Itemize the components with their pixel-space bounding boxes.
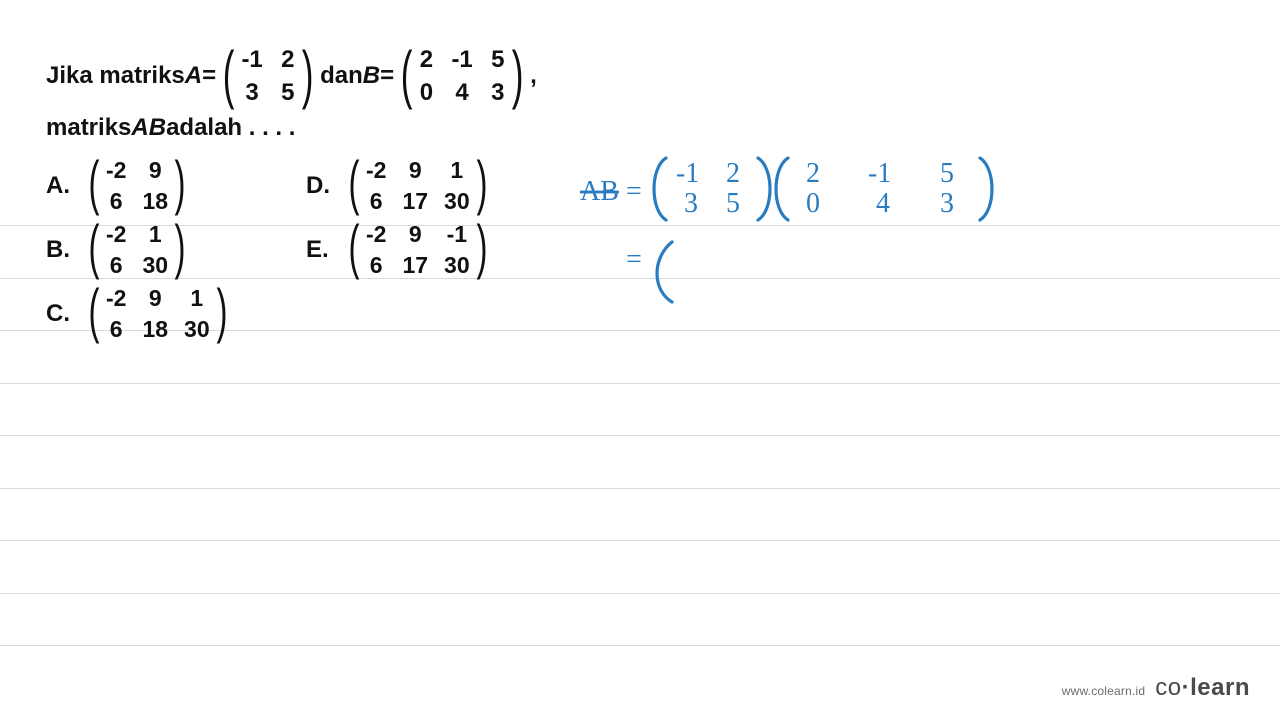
matrix-cell: 1 bbox=[190, 285, 204, 313]
handwritten-work: AB = -1 2 3 5 2 -1 5 0 4 3 = bbox=[580, 150, 1240, 330]
matrix-cell: 18 bbox=[142, 188, 168, 216]
hw-paren-right-2 bbox=[980, 158, 992, 220]
matrix-cell: 6 bbox=[109, 188, 123, 216]
hw-eq2: = bbox=[626, 244, 642, 275]
matrix-cell: 30 bbox=[142, 252, 168, 280]
svg-text:-1: -1 bbox=[868, 158, 891, 189]
hw-paren-left-2 bbox=[776, 158, 788, 220]
option-A-label: A. bbox=[46, 172, 72, 201]
matrix-B: ( 20-1453 ) bbox=[396, 46, 528, 108]
option-D: D. (-26917130) bbox=[306, 156, 586, 216]
footer-url: www.colearn.id bbox=[1062, 684, 1146, 698]
matrix-cell: 4 bbox=[455, 79, 469, 108]
svg-text:3: 3 bbox=[940, 188, 954, 219]
svg-text:4: 4 bbox=[876, 188, 890, 219]
symbol-AB: AB bbox=[131, 114, 166, 143]
svg-text:2: 2 bbox=[806, 158, 820, 189]
symbol-A: A bbox=[185, 62, 202, 91]
option-B: B. (-26130) bbox=[46, 220, 286, 280]
option-E: E. (-26917-130) bbox=[306, 220, 586, 280]
svg-text:-1: -1 bbox=[676, 158, 699, 189]
line2-suffix: adalah . . . . bbox=[166, 114, 295, 143]
matrix-cell: 17 bbox=[402, 188, 428, 216]
hw-paren-right-1 bbox=[758, 158, 770, 220]
matrix-cell: 1 bbox=[450, 157, 464, 185]
matrix-cell: 2 bbox=[419, 46, 433, 75]
footer: www.colearn.id co·learn bbox=[1062, 674, 1250, 702]
matrix-cell: 6 bbox=[369, 252, 383, 280]
matrix-cell: 6 bbox=[369, 188, 383, 216]
matrix-cell: 5 bbox=[281, 79, 295, 108]
matrix-cell: -2 bbox=[106, 285, 126, 313]
svg-text:3: 3 bbox=[684, 188, 698, 219]
trailing-comma: , bbox=[530, 62, 537, 91]
svg-text:2: 2 bbox=[726, 158, 740, 189]
matrix-cell: -2 bbox=[106, 157, 126, 185]
option-A: A. (-26918) bbox=[46, 156, 286, 216]
matrix-cell: 18 bbox=[142, 316, 168, 344]
matrix-cell: 2 bbox=[281, 46, 295, 75]
matrix-cell: 17 bbox=[402, 252, 428, 280]
brand-dot: · bbox=[1182, 674, 1191, 701]
dan-text: dan bbox=[320, 62, 363, 91]
matrix-cell: 6 bbox=[109, 316, 123, 344]
hw-paren-left-1 bbox=[654, 158, 666, 220]
hw-eq1: = bbox=[626, 176, 642, 207]
svg-text:5: 5 bbox=[940, 158, 954, 189]
matrix-cell: -2 bbox=[366, 221, 386, 249]
option-E-label: E. bbox=[306, 236, 332, 265]
question-line-1: Jika matriks A = ( -1325 ) dan B = ( 20-… bbox=[46, 46, 566, 108]
footer-brand: co·learn bbox=[1155, 674, 1250, 702]
matrix-cell: 0 bbox=[419, 79, 433, 108]
matrix-cell: -1 bbox=[451, 46, 472, 75]
matrix-cell: 1 bbox=[148, 221, 162, 249]
symbol-B: B bbox=[363, 62, 380, 91]
matrix-cell: 5 bbox=[491, 46, 505, 75]
svg-text:0: 0 bbox=[806, 188, 820, 219]
matrix-cell: 30 bbox=[444, 188, 470, 216]
question-line-2: matriks AB adalah . . . . bbox=[46, 114, 566, 143]
option-C: C. (-26918130) bbox=[46, 284, 286, 344]
matrix-cell: 6 bbox=[109, 252, 123, 280]
brand-learn: learn bbox=[1190, 674, 1250, 701]
option-C-label: C. bbox=[46, 300, 72, 329]
matrix-cell: -1 bbox=[447, 221, 467, 249]
option-D-label: D. bbox=[306, 172, 332, 201]
equals-2: = bbox=[380, 62, 394, 91]
matrix-cell: 9 bbox=[408, 221, 422, 249]
matrix-cell: 3 bbox=[491, 79, 505, 108]
matrix-cell: 3 bbox=[245, 79, 259, 108]
equals-1: = bbox=[202, 62, 216, 91]
matrix-cell: 9 bbox=[148, 285, 162, 313]
hw-open-paren-line2 bbox=[657, 242, 672, 302]
question-prefix: Jika matriks bbox=[46, 62, 185, 91]
brand-co: co bbox=[1155, 674, 1181, 701]
hw-AB: AB bbox=[580, 176, 619, 207]
matrix-A: ( -1325 ) bbox=[218, 46, 318, 108]
options-grid: A. (-26918) D. (-26917130) B. (-26130) E… bbox=[46, 156, 566, 344]
matrix-cell: 9 bbox=[408, 157, 422, 185]
question-block: Jika matriks A = ( -1325 ) dan B = ( 20-… bbox=[46, 46, 566, 344]
matrix-cell: 30 bbox=[444, 252, 470, 280]
matrix-cell: -2 bbox=[106, 221, 126, 249]
matrix-cell: -2 bbox=[366, 157, 386, 185]
matrix-cell: -1 bbox=[241, 46, 262, 75]
option-B-label: B. bbox=[46, 236, 72, 265]
svg-text:5: 5 bbox=[726, 188, 740, 219]
matrix-cell: 9 bbox=[148, 157, 162, 185]
line2-prefix: matriks bbox=[46, 114, 131, 143]
matrix-cell: 30 bbox=[184, 316, 210, 344]
